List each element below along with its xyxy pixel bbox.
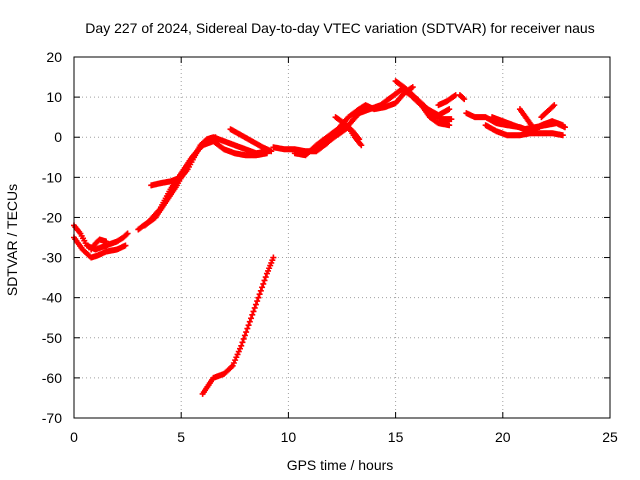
tick-layer: 0 5 10 15 20 25 20 10 0 -10 -20 -30 -40 -50 -60 -70 <box>42 49 618 445</box>
data-point <box>448 116 455 123</box>
x-tick-label: 25 <box>602 429 618 445</box>
data-point <box>240 335 247 342</box>
series-track-t <box>489 114 568 133</box>
data-point <box>251 304 258 311</box>
data-point <box>123 231 130 238</box>
y-tick-label: -30 <box>42 250 62 266</box>
data-point <box>257 287 264 294</box>
series-track-f <box>148 134 270 189</box>
series-track-g <box>227 126 275 155</box>
data-point <box>358 142 365 149</box>
y-tick-label: -10 <box>42 169 62 185</box>
y-tick-label: -70 <box>42 410 62 426</box>
data-point <box>262 274 269 281</box>
x-tick-label: 10 <box>281 429 297 445</box>
data-point <box>446 122 453 129</box>
series-track-l <box>332 114 363 143</box>
data-point <box>551 102 558 109</box>
data-point <box>409 84 416 91</box>
series-track-p <box>435 92 459 109</box>
y-tick-label: 0 <box>54 129 62 145</box>
data-point <box>254 298 261 305</box>
data-point <box>244 325 251 332</box>
data-point <box>103 238 110 245</box>
y-tick-label: -60 <box>42 370 62 386</box>
y-tick-label: -20 <box>42 209 62 225</box>
x-axis-label: GPS time / hours <box>287 457 394 473</box>
y-axis-label: SDTVAR / TECUs <box>4 184 20 296</box>
series-track-s <box>482 122 566 139</box>
y-tick-label: 10 <box>46 89 62 105</box>
data-point <box>561 124 568 131</box>
data-point <box>245 322 252 329</box>
series-track-c <box>88 236 110 253</box>
series-track-o <box>409 94 455 123</box>
data-point <box>256 291 263 298</box>
x-tick-label: 0 <box>70 429 78 445</box>
y-tick-label: -50 <box>42 330 62 346</box>
data-point <box>246 318 253 325</box>
data-point <box>241 332 248 339</box>
data-point <box>252 301 259 308</box>
data-point <box>270 254 277 261</box>
x-tick-label: 20 <box>495 429 511 445</box>
x-tick-label: 5 <box>177 429 185 445</box>
data-point <box>255 294 262 301</box>
plot-frame <box>73 56 611 419</box>
y-tick-label: 20 <box>46 49 62 65</box>
y-tick-label: -40 <box>42 290 62 306</box>
data-point <box>446 106 453 113</box>
series-track-q <box>456 92 468 103</box>
data-point <box>122 242 129 249</box>
data-point <box>239 339 246 346</box>
data-point <box>238 342 245 349</box>
grid-layer <box>74 57 610 418</box>
data-point <box>268 148 275 155</box>
data-point <box>534 126 541 133</box>
data-point <box>559 132 566 139</box>
data-point <box>259 284 266 291</box>
data-layer <box>71 78 568 397</box>
data-point <box>124 230 131 237</box>
series-track-h <box>199 254 277 397</box>
series-track-u <box>516 106 541 133</box>
data-point <box>461 96 468 103</box>
data-point <box>260 280 267 287</box>
x-tick-label: 15 <box>388 429 404 445</box>
data-point <box>250 308 257 315</box>
chart-title: Day 227 of 2024, Sidereal Day-to-day VTE… <box>85 20 594 36</box>
data-point <box>248 315 255 322</box>
data-point <box>243 329 250 336</box>
data-point <box>261 277 268 284</box>
series-track-v <box>538 102 558 121</box>
data-point <box>249 311 256 318</box>
series-track-b <box>71 234 129 261</box>
data-point <box>460 95 467 102</box>
data-point <box>356 136 363 143</box>
